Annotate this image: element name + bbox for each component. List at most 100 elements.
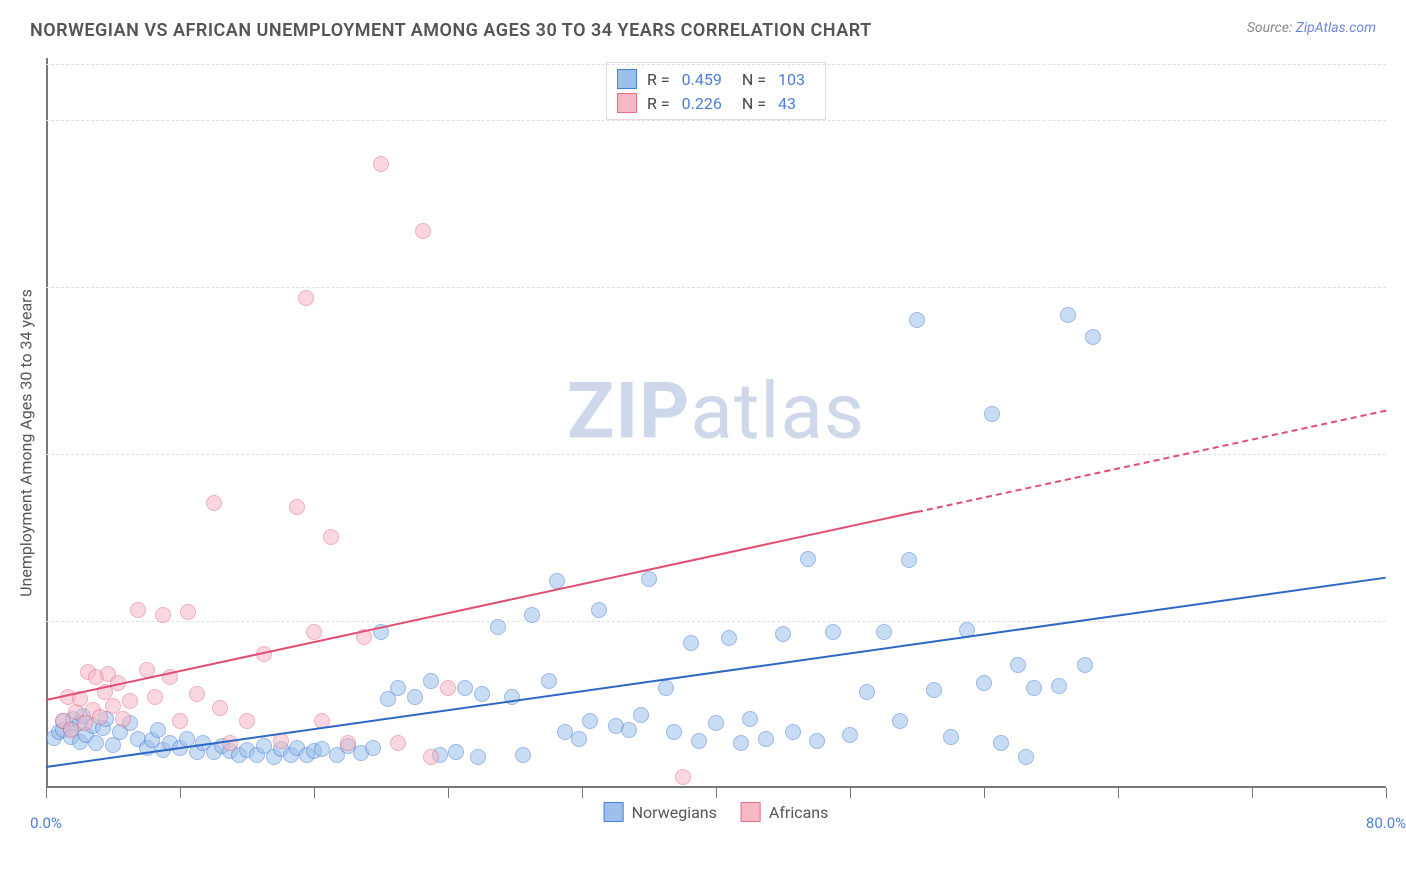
gridline: [46, 64, 1386, 65]
data-point: [206, 495, 222, 511]
data-point: [88, 735, 104, 751]
data-point: [222, 735, 238, 751]
data-point: [172, 713, 188, 729]
plot-area: ZIPatlas R =0.459 N =103 R =0.226 N =43 …: [46, 58, 1386, 828]
data-point: [474, 686, 490, 702]
source-label: Source: ZipAtlas.com: [1247, 20, 1376, 36]
chart-title: NORWEGIAN VS AFRICAN UNEMPLOYMENT AMONG …: [30, 20, 872, 41]
data-point: [122, 693, 138, 709]
data-point: [993, 735, 1009, 751]
x-tick-label: 0.0%: [30, 814, 62, 832]
data-point: [1085, 329, 1101, 345]
data-point: [373, 156, 389, 172]
trendline: [917, 409, 1386, 512]
data-point: [691, 733, 707, 749]
data-point: [314, 741, 330, 757]
data-point: [440, 680, 456, 696]
data-point: [621, 722, 637, 738]
data-point: [365, 740, 381, 756]
data-point: [800, 551, 816, 567]
data-point: [785, 724, 801, 740]
data-point: [189, 686, 205, 702]
chart-container: Unemployment Among Ages 30 to 34 years Z…: [46, 58, 1386, 828]
y-axis-label: Unemployment Among Ages 30 to 34 years: [17, 289, 36, 597]
data-point: [666, 724, 682, 740]
swatch-africans: [617, 93, 637, 113]
gridline: [46, 120, 1386, 121]
data-point: [298, 290, 314, 306]
stats-row-norwegians: R =0.459 N =103: [617, 67, 815, 91]
x-tick-label: 80.0%: [1366, 814, 1406, 832]
data-point: [641, 571, 657, 587]
data-point: [147, 689, 163, 705]
x-tick: [984, 788, 985, 798]
x-tick: [716, 788, 717, 798]
data-point: [130, 602, 146, 618]
data-point: [876, 624, 892, 640]
data-point: [733, 735, 749, 751]
data-point: [809, 733, 825, 749]
data-point: [892, 713, 908, 729]
data-point: [407, 689, 423, 705]
data-point: [390, 680, 406, 696]
data-point: [1060, 307, 1076, 323]
data-point: [390, 735, 406, 751]
data-point: [842, 727, 858, 743]
data-point: [323, 529, 339, 545]
x-tick: [46, 788, 47, 798]
x-tick: [314, 788, 315, 798]
data-point: [515, 747, 531, 763]
data-point: [742, 711, 758, 727]
data-point: [150, 722, 166, 738]
x-tick: [850, 788, 851, 798]
series-legend: Norwegians Africans: [604, 802, 829, 822]
data-point: [591, 602, 607, 618]
data-point: [524, 607, 540, 623]
data-point: [1010, 657, 1026, 673]
source-link[interactable]: ZipAtlas.com: [1296, 20, 1376, 36]
data-point: [825, 624, 841, 640]
data-point: [490, 619, 506, 635]
data-point: [909, 312, 925, 328]
data-point: [571, 731, 587, 747]
data-point: [180, 604, 196, 620]
data-point: [976, 675, 992, 691]
x-tick: [448, 788, 449, 798]
data-point: [721, 630, 737, 646]
data-point: [633, 707, 649, 723]
data-point: [758, 731, 774, 747]
legend-item-africans: Africans: [741, 802, 828, 822]
data-point: [1051, 678, 1067, 694]
stats-row-africans: R =0.226 N =43: [617, 91, 815, 115]
data-point: [115, 711, 131, 727]
data-point: [943, 729, 959, 745]
legend-label: Africans: [769, 803, 828, 822]
trendline: [46, 511, 917, 701]
data-point: [926, 682, 942, 698]
data-point: [901, 552, 917, 568]
data-point: [92, 709, 108, 725]
gridline: [46, 287, 1386, 288]
x-tick: [1252, 788, 1253, 798]
data-point: [1077, 657, 1093, 673]
data-point: [1026, 680, 1042, 696]
swatch-norwegians: [617, 69, 637, 89]
data-point: [239, 713, 255, 729]
data-point: [683, 635, 699, 651]
data-point: [1018, 749, 1034, 765]
legend-swatch-africans: [741, 802, 761, 822]
stats-legend: R =0.459 N =103 R =0.226 N =43: [606, 62, 826, 120]
data-point: [470, 749, 486, 765]
legend-label: Norwegians: [632, 803, 717, 822]
data-point: [859, 684, 875, 700]
legend-swatch-norwegians: [604, 802, 624, 822]
data-point: [448, 744, 464, 760]
watermark: ZIPatlas: [567, 367, 865, 458]
trendline: [46, 576, 1386, 767]
data-point: [423, 673, 439, 689]
data-point: [541, 673, 557, 689]
data-point: [415, 223, 431, 239]
data-point: [658, 680, 674, 696]
data-point: [289, 499, 305, 515]
data-point: [582, 713, 598, 729]
